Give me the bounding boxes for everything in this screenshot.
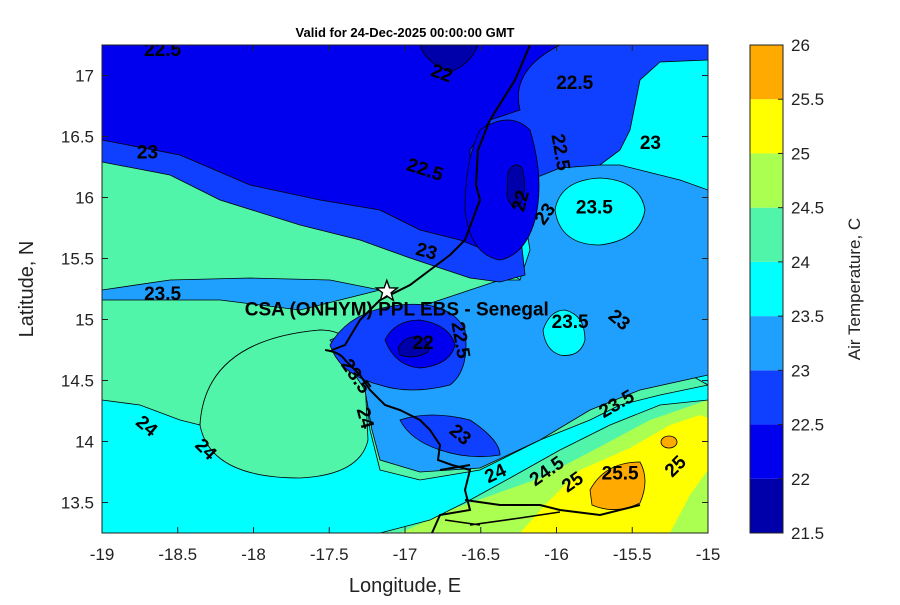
- map-axes: -19 -18.5 -18 -17.5 -17 -16.5 -16 -15.5 -15 13.5 1…: [61, 45, 720, 564]
- station-star-icon: [374, 278, 400, 302]
- coastline-south: [324, 349, 472, 533]
- y-tick-label: 13.5: [61, 494, 94, 513]
- colorbar-tick-label: 25: [791, 144, 810, 163]
- x-tick-label: -15.5: [613, 545, 652, 564]
- band-23-5-mid: [542, 309, 586, 356]
- contour-label: 23: [640, 133, 661, 154]
- colorbar-swatch: [750, 99, 783, 154]
- colorbar-swatch: [750, 261, 783, 317]
- contour-label: 23.5: [144, 284, 181, 305]
- colorbar-swatch: [750, 45, 783, 100]
- contour-label: 22: [413, 333, 434, 354]
- x-tick-label: -18.5: [158, 545, 197, 564]
- band-23-5-east: [554, 177, 646, 246]
- y-axis-label: Latitude, N: [16, 241, 38, 338]
- colorbar-tick-label: 24: [791, 253, 810, 272]
- colorbar-label: Air Temperature, C: [845, 218, 864, 360]
- contour-label: 22.5: [556, 73, 593, 94]
- x-tick-label: -16.5: [461, 545, 500, 564]
- colorbar-swatch: [750, 316, 783, 371]
- y-tick-label: 16: [75, 189, 94, 208]
- band-25-5: [589, 461, 646, 510]
- contour-label: 23.5: [552, 312, 589, 333]
- contour-label: 23: [137, 143, 158, 164]
- colorbar-tick-label: 26: [791, 36, 810, 55]
- x-tick-label: -17: [393, 545, 418, 564]
- colorbar-swatch: [750, 207, 783, 262]
- x-tick-label: -19: [90, 545, 115, 564]
- x-tick-label: -16: [544, 545, 569, 564]
- colorbar-tick-label: 23: [791, 361, 810, 380]
- border-gambia: [439, 464, 641, 517]
- y-tick-label: 15.5: [61, 250, 94, 269]
- band-21-5-centre: [506, 164, 525, 207]
- band-22-5-south: [329, 303, 501, 458]
- x-tick-label: -17.5: [310, 545, 349, 564]
- coastline-north: [331, 45, 531, 351]
- y-tick-label: 16.5: [61, 128, 94, 147]
- band-21-5-south: [397, 336, 430, 358]
- x-tick-label: -15: [696, 545, 721, 564]
- y-tick-label: 17: [75, 67, 94, 86]
- y-tick-label: 14: [75, 433, 94, 452]
- colorbar-frame: [749, 44, 784, 534]
- colorbar-tick-label: 23.5: [791, 307, 824, 326]
- colorbar-tick-label: 25.5: [791, 90, 824, 109]
- band-21-5-north: [419, 45, 479, 73]
- station-label: CSA (ONHYM) PPL EBS - Senegal: [245, 299, 549, 320]
- colorbar-tick-label: 21.5: [791, 524, 824, 543]
- contour-label: 23.5: [576, 197, 613, 218]
- colorbar-tick-label: 24.5: [791, 199, 824, 218]
- contour-label: 22.5: [144, 40, 181, 61]
- station-layer: CSA (ONHYM) PPL EBS - Senegal: [245, 278, 549, 320]
- colorbar-tick-label: 22.5: [791, 416, 824, 435]
- colorbar-swatch: [750, 478, 783, 533]
- colorbar-swatch: [750, 370, 783, 425]
- band-22-centre: [464, 119, 540, 261]
- contour-label: 25.5: [602, 463, 639, 484]
- colorbar: 21.5 22 22.5 23 23.5 24 24.5 25 25.5 26: [749, 36, 824, 543]
- y-tick-label: 15: [75, 311, 94, 330]
- map-title: Valid for 24-Dec-2025 00:00:00 GMT: [296, 25, 515, 40]
- x-tick-label: -18: [241, 545, 266, 564]
- colorbar-tick-label: 22: [791, 470, 810, 489]
- y-tick-label: 14.5: [61, 372, 94, 391]
- border-river: [444, 511, 561, 526]
- colorbar-swatch: [750, 153, 783, 208]
- colorbar-swatch: [750, 424, 783, 479]
- x-axis-label: Longitude, E: [349, 575, 461, 597]
- band-25-5-small: [660, 435, 678, 449]
